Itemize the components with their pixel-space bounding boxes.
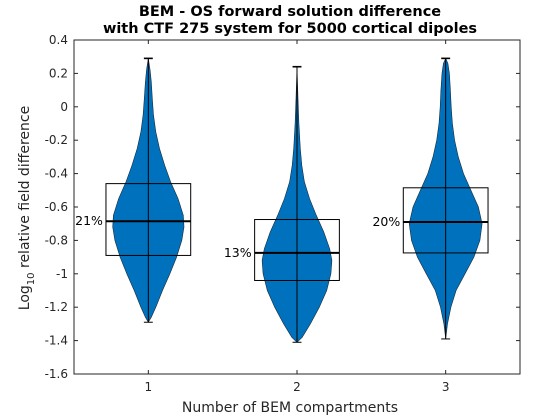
x-tick-label: 2 <box>293 380 301 394</box>
percent-label: 21% <box>75 213 103 228</box>
x-axis: 1 2 3 <box>145 40 450 394</box>
y-tick-label: -1 <box>56 267 68 281</box>
y-axis-label-subscript: 10 <box>26 272 37 285</box>
y-axis: -1.6 -1.4 -1.2 -1 -0.8 -0.6 -0.4 -0.2 0 0.2 0.4 <box>45 33 520 381</box>
x-tick-label: 3 <box>442 380 450 394</box>
chart-title-line-2: with CTF 275 system for 5000 cortical di… <box>103 21 477 37</box>
y-tick-label: -1.4 <box>45 334 68 348</box>
y-tick-label: -0.8 <box>45 233 68 247</box>
x-axis-label: Number of BEM compartments <box>182 400 398 416</box>
y-tick-label: -1.2 <box>45 300 68 314</box>
y-tick-label: -0.6 <box>45 200 68 214</box>
y-tick-label: 0.2 <box>49 66 68 80</box>
y-axis-label-main: Log <box>17 285 33 310</box>
y-tick-label: 0 <box>60 100 68 114</box>
y-axis-label: Log10 relative field difference <box>17 106 37 310</box>
y-tick-label: -1.6 <box>45 367 68 381</box>
percent-label: 20% <box>372 214 400 229</box>
plot-area: 21% 13% 20% <box>75 57 489 343</box>
y-tick-label: 0.4 <box>49 33 68 47</box>
percent-label: 13% <box>224 245 252 260</box>
y-tick-label: -0.2 <box>45 133 68 147</box>
x-tick-label: 1 <box>145 380 153 394</box>
y-tick-label: -0.4 <box>45 167 68 181</box>
chart-title-line-1: BEM - OS forward solution difference <box>139 4 441 20</box>
y-axis-label-rest: relative field difference <box>17 106 33 273</box>
